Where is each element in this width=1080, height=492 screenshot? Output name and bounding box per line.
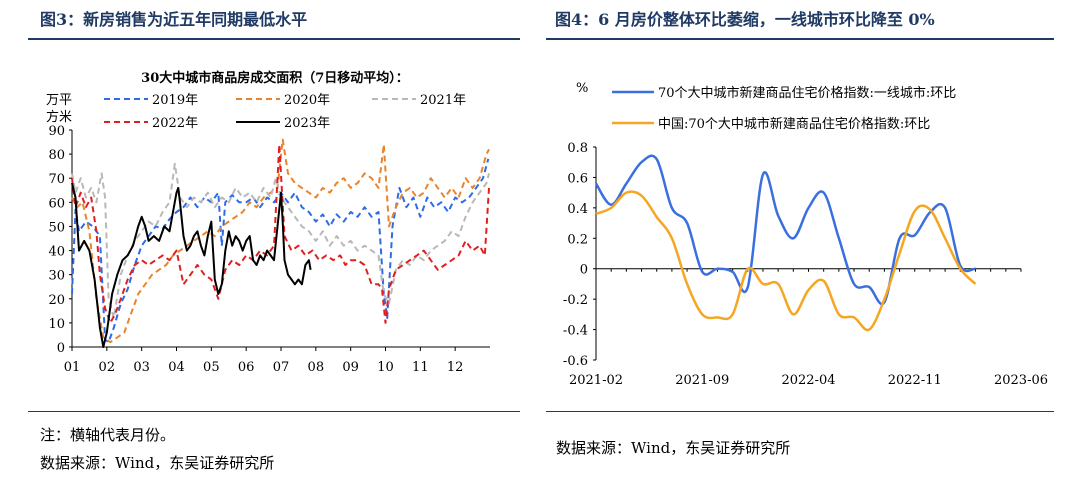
left-y-tick-label: 0 [57,341,65,356]
left-y-tick-label: 70 [48,172,65,187]
left-y-tick-label: 10 [48,317,65,332]
left-legend-label: 2022年 [152,116,198,131]
left-x-tick-label: 02 [99,360,116,375]
left-legend-label: 2021年 [420,93,466,108]
right-ylabel: % [576,81,588,96]
left-x-tick-label: 07 [273,360,290,375]
left-x-tick-label: 10 [377,360,394,375]
left-y-tick-label: 50 [48,220,65,235]
left-y-tick-label: 20 [48,293,65,308]
left-legend-label: 2020年 [284,93,330,108]
left-ylabel-line1: 万平 [46,93,72,108]
right-x-tick-label: 2023-06 [994,373,1048,388]
left-x-tick-label: 01 [64,360,81,375]
left-series-line-2022年 [72,145,489,323]
left-chart: 30大中城市商品房成交面积（7日移动平均）：万平方米01020304050607… [46,70,490,375]
left-ylabel-line2: 方米 [46,109,72,125]
left-x-tick-label: 11 [412,360,429,375]
right-y-tick-label: 0.4 [567,202,588,217]
right-y-tick-label: -0.2 [563,293,588,308]
left-x-tick-label: 09 [342,360,359,375]
right-x-tick-label: 2022-11 [888,373,942,388]
right-y-tick-label: 0 [580,263,588,278]
left-bottom-rule [28,411,520,412]
right-x-tick-label: 2021-02 [569,373,623,388]
left-y-tick-label: 80 [48,148,65,163]
left-x-tick-label: 03 [133,360,150,375]
right-chart: % -0.6 -0.4 -0.2 0 0.2 0.4 0.6 0.8 2021-02 2021-09… [563,81,1048,388]
right-legend-label: 70个大中城市新建商品住宅价格指数:一线城市:环比 [658,85,956,101]
left-y-tick-label: 60 [48,196,65,211]
left-x-tick-label: 04 [168,360,185,375]
left-x-tick-label: 05 [203,360,220,375]
left-y-tick-label: 40 [48,245,65,260]
right-y-tick-label: 0.8 [567,141,588,156]
left-chart-title: 30大中城市商品房成交面积（7日移动平均）： [141,70,409,86]
left-x-tick-label: 08 [308,360,325,375]
charts-canvas: 30大中城市商品房成交面积（7日移动平均）：万平方米01020304050607… [0,0,1080,492]
right-series-line-1 [596,156,976,304]
right-x-tick-label: 2022-04 [781,373,835,388]
left-y-tick-label: 90 [48,124,65,139]
left-x-tick-label: 06 [238,360,255,375]
left-source: 数据来源：Wind，东吴证券研究所 [40,452,274,473]
right-y-tick-label: -0.6 [563,354,588,369]
right-series-line-2 [596,192,976,330]
left-legend-label: 2023年 [284,116,330,131]
left-y-tick-label: 30 [48,269,65,284]
left-x-tick-label: 12 [447,360,464,375]
right-x-tick-label: 2021-09 [675,373,729,388]
left-legend-label: 2019年 [152,93,198,108]
right-y-tick-label: 0.2 [567,232,588,247]
right-bottom-rule [546,411,1054,412]
right-y-tick-label: -0.4 [563,324,588,339]
right-legend-label: 中国:70个大中城市新建商品住宅价格指数:环比 [658,116,930,132]
right-source: 数据来源：Wind，东吴证券研究所 [556,437,790,458]
right-y-tick-label: 0.6 [567,171,588,186]
left-note: 注：横轴代表月份。 [40,424,175,445]
